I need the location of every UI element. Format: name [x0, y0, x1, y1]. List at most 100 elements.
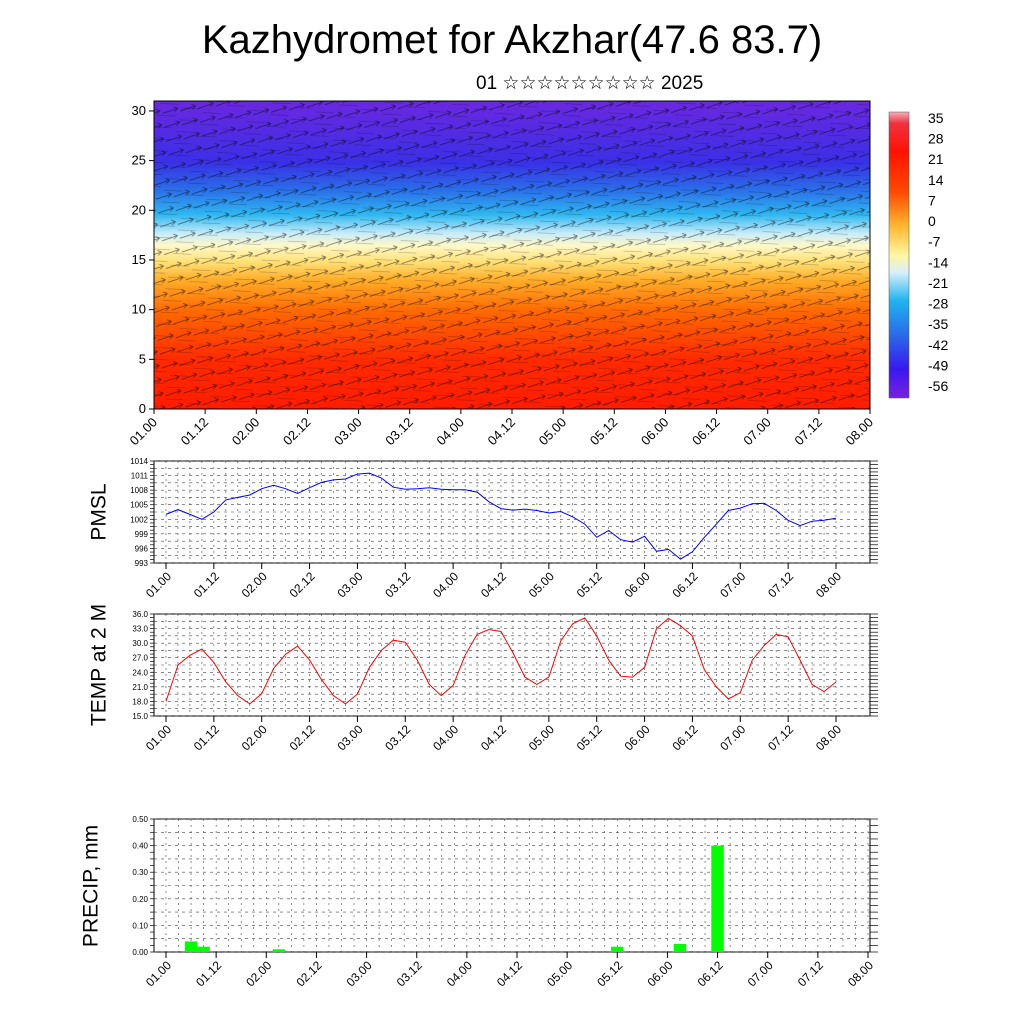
x-tick-label: 08.00	[845, 958, 876, 989]
heat-x-tick-label: 05.12	[587, 415, 621, 449]
temp-panel: 15.018.021.024.027.030.033.036.0 01.00 01…	[88, 604, 878, 753]
temp-series-line	[165, 617, 837, 705]
precip-bar	[272, 949, 286, 952]
y-tick-label: 1002	[130, 515, 148, 524]
x-tick-label: 03.00	[344, 958, 375, 989]
y-tick-label: 21.0	[132, 683, 148, 692]
colorbar-tick-label: 14	[928, 172, 944, 188]
heat-y-tick-label: 15	[132, 252, 146, 267]
colorbar-tick-label: -28	[928, 296, 948, 312]
heat-y-tick-label: 30	[132, 103, 146, 118]
x-tick-label: 01.00	[143, 958, 174, 989]
heat-x-tick-label: 03.00	[331, 415, 365, 449]
x-tick-label: 03.12	[382, 569, 413, 600]
y-tick-label: 1014	[130, 457, 148, 466]
colorbar-tick-label: -49	[928, 357, 948, 373]
y-tick-label: 0.20	[132, 895, 148, 904]
x-tick-label: 06.00	[622, 722, 653, 753]
heat-x-tick-label: 08.00	[843, 415, 877, 449]
x-tick-label: 05.00	[526, 722, 557, 753]
page-title: Kazhydromet for Akzhar(47.6 83.7)	[201, 18, 823, 62]
pmsl-x-ticks: 01.00 01.12 02.00 02.12 03.00 03.12 04.00 04.12…	[143, 563, 844, 600]
x-tick-label: 07.12	[765, 722, 796, 753]
x-tick-label: 04.00	[430, 722, 461, 753]
heat-y-tick-label: 25	[132, 153, 146, 168]
y-tick-label: 36.0	[132, 610, 148, 619]
x-tick-label: 01.12	[193, 958, 224, 989]
x-tick-label: 02.00	[239, 569, 270, 600]
x-tick-label: 05.00	[526, 569, 557, 600]
temp-y-label: TEMP at 2 M	[88, 604, 111, 726]
y-tick-label: 0.30	[132, 868, 148, 877]
heat-x-tick-label: 01.12	[178, 415, 212, 449]
colorbar-ticks: 35 28 21 14 7 0 -7 -14 -21 -28 -35 -42 -49 -56	[928, 110, 948, 394]
y-tick-label: 27.0	[132, 654, 148, 663]
y-tick-label: 15.0	[132, 712, 148, 721]
heat-x-tick-label: 07.00	[740, 415, 774, 449]
x-tick-label: 04.00	[444, 958, 475, 989]
temp-grid	[150, 613, 878, 717]
pmsl-y-ticks: 993 996 999 1002 1005 1008 1011 1014	[130, 457, 148, 568]
x-tick-label: 07.12	[765, 569, 796, 600]
heat-x-tick-label: 04.00	[433, 415, 467, 449]
heat-x-tick-label: 05.00	[536, 415, 570, 449]
x-tick-label: 07.00	[717, 722, 748, 753]
heatmap-x-ticks: 01.00 01.12 02.00 02.12 03.00 03.12 04.00 04.12…	[127, 409, 877, 449]
x-tick-label: 05.12	[574, 722, 605, 753]
colorbar: 35 28 21 14 7 0 -7 -14 -21 -28 -35 -42 -49 -56	[888, 110, 948, 399]
x-tick-label: 01.12	[191, 569, 222, 600]
x-tick-label: 02.00	[243, 958, 274, 989]
x-tick-label: 03.12	[394, 958, 425, 989]
x-tick-label: 07.12	[795, 958, 826, 989]
heat-x-tick-label: 03.12	[382, 415, 416, 449]
x-tick-label: 04.12	[478, 722, 509, 753]
x-tick-label: 05.00	[544, 958, 575, 989]
x-tick-label: 01.00	[143, 722, 174, 753]
precip-y-label: PRECIP, mm	[80, 825, 103, 947]
y-tick-label: 30.0	[132, 639, 148, 648]
x-tick-label: 02.12	[287, 569, 318, 600]
precip-bar	[611, 946, 624, 952]
heatmap-panel: 0 5 10 15 20 25 30 01.00 01.12 02.00 02.12 03.00 03…	[127, 100, 877, 449]
precip-bar	[184, 941, 198, 952]
x-tick-label: 03.00	[334, 569, 365, 600]
y-tick-label: 18.0	[132, 697, 148, 706]
pmsl-series-line	[165, 472, 837, 560]
y-tick-label: 0.00	[132, 948, 148, 957]
heat-x-tick-label: 01.00	[127, 415, 161, 449]
x-tick-label: 02.00	[239, 722, 270, 753]
x-tick-label: 04.12	[494, 958, 525, 989]
heat-x-tick-label: 06.00	[638, 415, 672, 449]
y-tick-label: 1011	[131, 472, 149, 481]
x-tick-label: 07.00	[745, 958, 776, 989]
colorbar-tick-label: 28	[928, 131, 944, 147]
x-tick-label: 01.00	[143, 569, 174, 600]
x-tick-label: 05.12	[574, 569, 605, 600]
y-tick-label: 1008	[130, 486, 148, 495]
temp-y-ticks: 15.0 18.0 21.0 24.0 27.0 30.0 33.0 36.0	[132, 610, 148, 721]
heat-x-tick-label: 02.12	[280, 415, 314, 449]
colorbar-tick-label: 7	[928, 192, 936, 208]
colorbar-tick-label: -14	[928, 254, 948, 270]
x-tick-label: 06.00	[622, 569, 653, 600]
y-tick-label: 996	[135, 544, 149, 553]
x-tick-label: 03.00	[334, 722, 365, 753]
x-tick-label: 03.12	[382, 722, 413, 753]
y-tick-label: 0.40	[132, 842, 148, 851]
precip-bars	[184, 845, 724, 952]
pmsl-y-label: PMSL	[88, 483, 111, 540]
y-tick-label: 993	[135, 559, 149, 568]
x-tick-label: 07.00	[717, 569, 748, 600]
y-tick-label: 1005	[130, 501, 148, 510]
colorbar-tick-label: -35	[928, 316, 948, 332]
heat-x-tick-label: 04.12	[485, 415, 519, 449]
heat-y-tick-label: 10	[132, 302, 146, 317]
heat-x-tick-label: 07.12	[791, 415, 825, 449]
x-tick-label: 01.12	[191, 722, 222, 753]
colorbar-tick-label: 0	[928, 213, 936, 229]
precip-x-ticks: 01.00 01.12 02.00 02.12 03.00 03.12 04.00 04.12…	[143, 952, 876, 989]
wind-vectors-secondary	[154, 101, 870, 409]
precip-panel: 0.00 0.10 0.20 0.30 0.40 0.50 01.00 01.12 02.00…	[80, 815, 878, 989]
precip-bar	[673, 944, 687, 952]
